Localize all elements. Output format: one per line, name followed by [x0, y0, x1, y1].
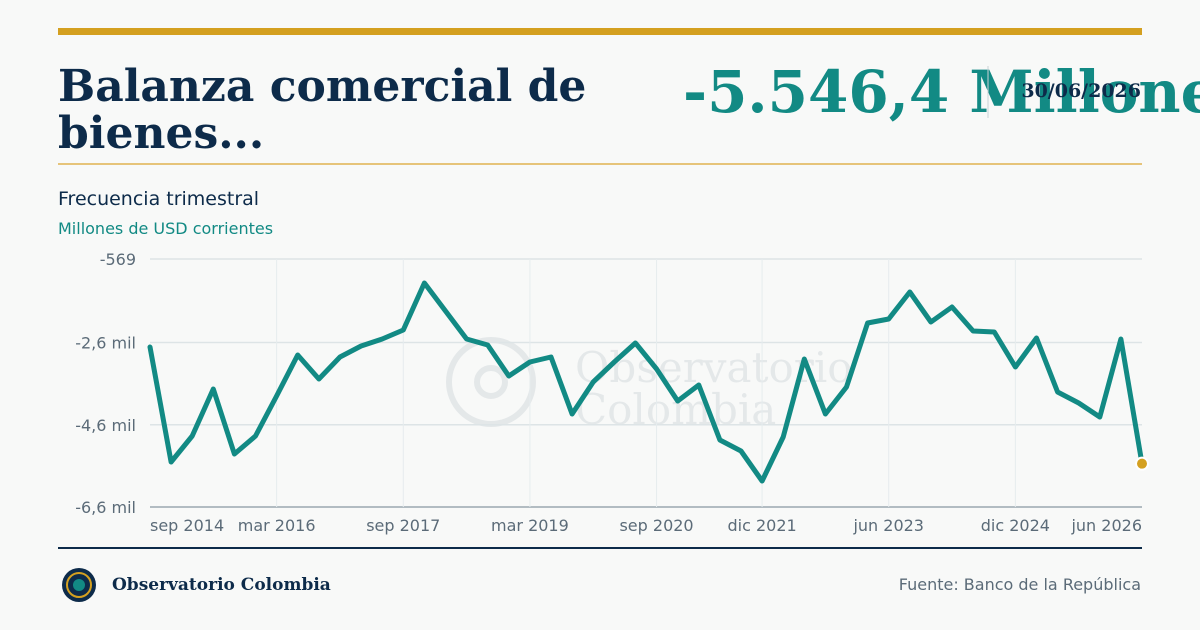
footer-rule — [58, 547, 1142, 549]
logo-ring — [66, 572, 92, 598]
x-tick-label: mar 2016 — [238, 516, 316, 535]
unit: Millones de USD corrientes — [58, 219, 273, 238]
watermark-logo — [446, 337, 536, 427]
watermark-text: Colombia — [575, 385, 776, 434]
x-tick-label: mar 2019 — [491, 516, 569, 535]
x-tick-label: sep 2020 — [619, 516, 693, 535]
x-tick-label: dic 2021 — [727, 516, 796, 535]
x-tick-label: dic 2024 — [981, 516, 1050, 535]
x-tick-label: jun 2026 — [1070, 516, 1142, 535]
end-point — [1135, 456, 1149, 471]
line — [147, 280, 1145, 484]
headline-value: -5.546,4 Millones — [683, 58, 1200, 126]
x-tick-label: sep 2014 — [150, 516, 224, 535]
frequency: Frecuencia trimestral — [58, 188, 259, 210]
date: 30/06/2026 — [1021, 80, 1141, 102]
source: Fuente: Banco de la República — [899, 575, 1141, 594]
x-tick-label: sep 2017 — [366, 516, 440, 535]
y-tick-label: -6,6 mil — [75, 498, 136, 517]
y-tick-label: -4,6 mil — [75, 416, 136, 435]
brand: Observatorio Colombia — [112, 575, 331, 595]
x-tick-label: jun 2023 — [852, 516, 924, 535]
title: Balanza comercial de — [58, 61, 586, 112]
top-bar — [58, 28, 1142, 35]
logo-core — [73, 579, 85, 591]
watermark-logo — [474, 365, 508, 399]
title: bienes... — [58, 108, 264, 159]
y-tick-label: -2,6 mil — [75, 334, 136, 353]
y-tick-label: -569 — [100, 250, 136, 269]
divider — [58, 163, 1142, 165]
watermark: Observatorio Colombia — [446, 337, 853, 434]
plot: -569 -2,6 mil -4,6 mil -6,6 mil sep 2014 mar … — [75, 250, 1149, 535]
